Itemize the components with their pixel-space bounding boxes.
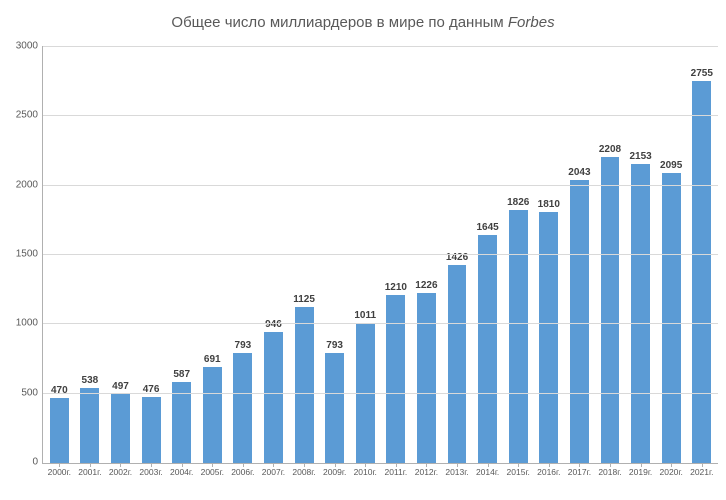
- gridline: [43, 254, 718, 255]
- chart-container: Общее число миллиардеров в мире по данны…: [0, 0, 726, 500]
- chart-title-text: Общее число миллиардеров в мире по данны…: [171, 14, 507, 31]
- y-tick-label: 2000: [4, 179, 38, 190]
- bar: [417, 293, 436, 463]
- x-tick-label: 2008г.: [292, 467, 315, 477]
- x-tick-label: 2007г.: [262, 467, 285, 477]
- x-tick-label: 2004г.: [170, 467, 193, 477]
- x-tick-label: 2021г.: [690, 467, 713, 477]
- bar: [509, 210, 528, 463]
- y-tick-label: 500: [4, 387, 38, 398]
- bar-data-label: 1826: [507, 197, 529, 208]
- bar: [80, 388, 99, 463]
- gridline: [43, 393, 718, 394]
- bar-data-label: 587: [173, 369, 190, 380]
- x-tick-label: 2005г.: [201, 467, 224, 477]
- bar-data-label: 793: [235, 340, 252, 351]
- bar: [325, 353, 344, 463]
- x-tick-label: 2003г.: [139, 467, 162, 477]
- x-tick-label: 2009г.: [323, 467, 346, 477]
- bar: [111, 394, 130, 463]
- bar-data-label: 2043: [568, 167, 590, 178]
- bar: [172, 382, 191, 463]
- bar-data-label: 1210: [385, 282, 407, 293]
- y-tick-label: 0: [4, 457, 38, 468]
- bar: [478, 235, 497, 463]
- gridline: [43, 323, 718, 324]
- bar-data-label: 793: [326, 340, 343, 351]
- x-tick-label: 2002г.: [109, 467, 132, 477]
- x-tick-label: 2012г.: [415, 467, 438, 477]
- y-tick-label: 1500: [4, 249, 38, 260]
- bar: [386, 295, 405, 463]
- bar: [570, 180, 589, 463]
- bar: [50, 398, 69, 463]
- bar: [692, 81, 711, 463]
- y-tick-label: 2500: [4, 110, 38, 121]
- bar: [601, 157, 620, 463]
- x-tick-label: 2006г.: [231, 467, 254, 477]
- gridline: [43, 46, 718, 47]
- bar-data-label: 946: [265, 319, 282, 330]
- bar-data-label: 538: [82, 375, 99, 386]
- bar: [142, 397, 161, 463]
- bar-data-label: 1645: [476, 222, 498, 233]
- x-tick-label: 2020г.: [660, 467, 683, 477]
- plot-area: 4702000г.5382001г.4972002г.4762003г.5872…: [42, 46, 718, 464]
- bar-data-label: 1125: [293, 294, 315, 305]
- x-tick-label: 2017г.: [568, 467, 591, 477]
- x-tick-label: 2013г.: [445, 467, 468, 477]
- x-tick-label: 2015г.: [507, 467, 530, 477]
- bar: [448, 265, 467, 463]
- bar: [295, 307, 314, 463]
- chart-title-italic: Forbes: [508, 14, 555, 31]
- bar: [662, 173, 681, 464]
- bar: [203, 367, 222, 463]
- bar: [539, 212, 558, 463]
- x-tick-label: 2010г.: [354, 467, 377, 477]
- x-tick-label: 2001г.: [78, 467, 101, 477]
- bar-data-label: 1011: [354, 310, 376, 321]
- x-tick-label: 2016г.: [537, 467, 560, 477]
- bar-data-label: 1226: [415, 280, 437, 291]
- x-tick-label: 2019г.: [629, 467, 652, 477]
- x-tick-label: 2000г.: [48, 467, 71, 477]
- gridline: [43, 185, 718, 186]
- bar: [631, 164, 650, 463]
- bar-data-label: 2208: [599, 144, 621, 155]
- gridline: [43, 115, 718, 116]
- bar: [233, 353, 252, 463]
- x-tick-label: 2014г.: [476, 467, 499, 477]
- y-tick-label: 3000: [4, 41, 38, 52]
- bar-data-label: 497: [112, 381, 129, 392]
- chart-title: Общее число миллиардеров в мире по данны…: [0, 14, 726, 31]
- x-tick-label: 2011г.: [384, 467, 407, 477]
- bar-data-label: 691: [204, 354, 221, 365]
- bar-data-label: 2755: [691, 68, 713, 79]
- bar-data-label: 470: [51, 385, 68, 396]
- y-tick-label: 1000: [4, 318, 38, 329]
- bar-data-label: 2153: [629, 151, 651, 162]
- bar: [264, 332, 283, 463]
- bar-data-label: 2095: [660, 160, 682, 171]
- bar-data-label: 1810: [538, 199, 560, 210]
- x-tick-label: 2018г.: [598, 467, 621, 477]
